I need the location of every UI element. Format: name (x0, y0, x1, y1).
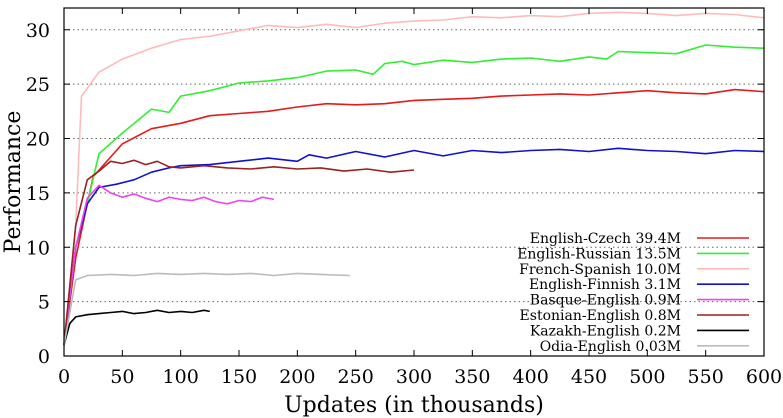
x-tick-label: 100 (163, 366, 199, 388)
series-line-1 (63, 88, 765, 346)
legend-label: Basque-English 0.9M (530, 293, 681, 309)
legend-label: English-Czech 39.4M (530, 231, 681, 247)
series-line-4 (63, 147, 765, 346)
series-line-2 (63, 44, 765, 346)
y-tick-label: 25 (26, 74, 50, 96)
legend-label: English-Russian 13.5M (517, 246, 681, 262)
series-line-3 (63, 11, 765, 346)
legend-label: Odia-English 0.03M (540, 339, 681, 355)
y-tick-label: 20 (26, 129, 50, 151)
x-tick-label: 600 (746, 366, 782, 388)
y-tick-label: 0 (38, 346, 50, 368)
x-axis-label: Updates (in thousands) (284, 393, 544, 418)
series-line-8 (63, 272, 350, 346)
legend-label: Estonian-English 0.8M (520, 308, 681, 324)
series-line-5 (63, 184, 275, 346)
series-line-7 (63, 309, 210, 346)
y-tick-label: 30 (26, 20, 50, 42)
x-tick-label: 50 (110, 366, 134, 388)
x-tick-label: 550 (688, 366, 724, 388)
legend-label: French-Spanish 10.0M (519, 262, 681, 278)
x-tick-label: 250 (338, 366, 374, 388)
x-tick-label: 200 (279, 366, 315, 388)
y-tick-label: 10 (26, 237, 50, 259)
legend-label: English-Finnish 3.1M (529, 277, 681, 293)
series-lines (63, 11, 765, 346)
x-tick-label: 450 (571, 366, 607, 388)
x-tick-label: 150 (221, 366, 257, 388)
x-tick-label: 300 (396, 366, 432, 388)
series-line-6 (63, 159, 415, 346)
x-tick-label: 0 (58, 366, 70, 388)
x-tick-label: 400 (513, 366, 549, 388)
y-tick-label: 15 (26, 183, 50, 205)
legend-label: Kazakh-English 0.2M (530, 323, 681, 339)
y-tick-label: 5 (38, 292, 50, 314)
y-axis-label: Performance (1, 111, 26, 254)
x-tick-label: 350 (454, 366, 490, 388)
x-tick-label: 500 (629, 366, 665, 388)
